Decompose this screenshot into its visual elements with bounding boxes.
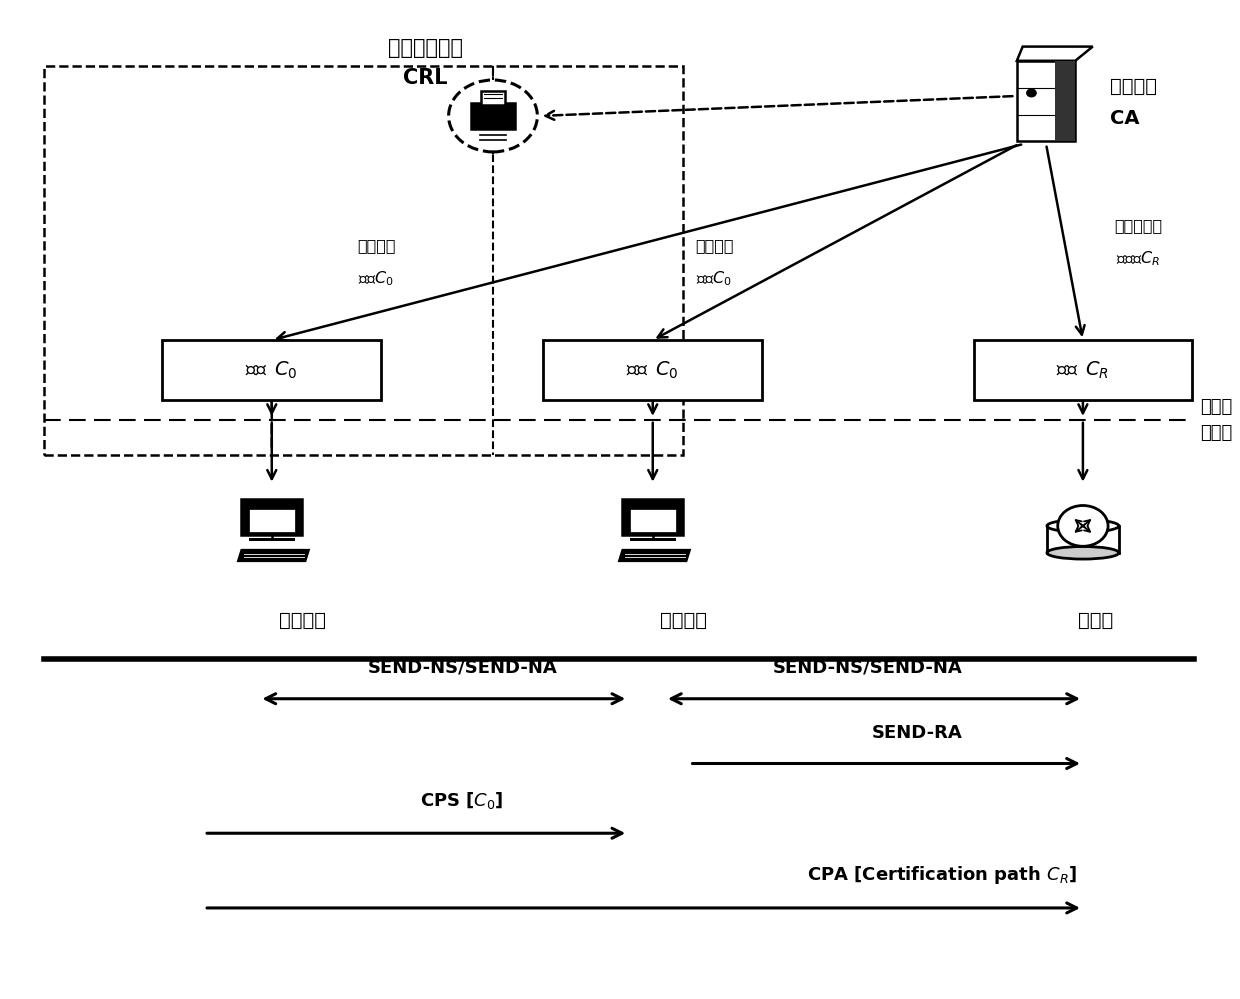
Text: CPA [Certification path $C_R$]: CPA [Certification path $C_R$] <box>806 864 1076 886</box>
Text: 证书撤销列表: 证书撤销列表 <box>388 38 463 58</box>
Text: 可信实体: 可信实体 <box>357 238 396 253</box>
Text: 链路内: 链路内 <box>1199 424 1231 442</box>
Ellipse shape <box>1047 546 1118 559</box>
Text: CPS [$C_0$]: CPS [$C_0$] <box>420 790 503 811</box>
Circle shape <box>1058 505 1109 546</box>
Text: 认证中心: 认证中心 <box>1110 77 1157 96</box>
FancyBboxPatch shape <box>1017 61 1075 141</box>
Polygon shape <box>622 500 683 534</box>
FancyBboxPatch shape <box>1055 61 1075 141</box>
Polygon shape <box>1017 47 1092 61</box>
Text: SEND-NS/SEND-NA: SEND-NS/SEND-NA <box>773 658 962 677</box>
Text: SEND-NS/SEND-NA: SEND-NS/SEND-NA <box>367 658 557 677</box>
FancyBboxPatch shape <box>481 91 505 105</box>
Polygon shape <box>619 550 689 560</box>
FancyBboxPatch shape <box>162 340 381 400</box>
Text: 主机节点: 主机节点 <box>279 611 326 630</box>
Text: 证书$C_0$: 证书$C_0$ <box>697 269 732 288</box>
Text: 签发的路由: 签发的路由 <box>1115 218 1162 233</box>
Text: 证书 $\,C_R$: 证书 $\,C_R$ <box>1056 360 1110 381</box>
Circle shape <box>449 80 537 152</box>
Polygon shape <box>242 500 303 534</box>
Text: 证书$C_0$: 证书$C_0$ <box>358 269 394 288</box>
Text: 器证书$C_R$: 器证书$C_R$ <box>1116 249 1161 268</box>
FancyBboxPatch shape <box>543 340 763 400</box>
Text: 主机节点: 主机节点 <box>660 611 707 630</box>
Polygon shape <box>238 550 309 560</box>
Text: SEND-RA: SEND-RA <box>872 723 962 741</box>
Text: CRL: CRL <box>403 68 448 88</box>
Text: 可信实体: 可信实体 <box>694 238 733 253</box>
Text: 链路外: 链路外 <box>1199 398 1231 416</box>
Circle shape <box>1027 89 1037 97</box>
Ellipse shape <box>1047 519 1118 532</box>
Polygon shape <box>630 508 676 532</box>
Text: 证书 $\,C_0$: 证书 $\,C_0$ <box>246 360 298 381</box>
Polygon shape <box>249 508 295 532</box>
FancyBboxPatch shape <box>973 340 1193 400</box>
FancyBboxPatch shape <box>471 103 515 129</box>
Text: CA: CA <box>1110 110 1140 129</box>
Text: 路由器: 路由器 <box>1078 611 1112 630</box>
Text: 证书 $\,C_0$: 证书 $\,C_0$ <box>626 360 680 381</box>
